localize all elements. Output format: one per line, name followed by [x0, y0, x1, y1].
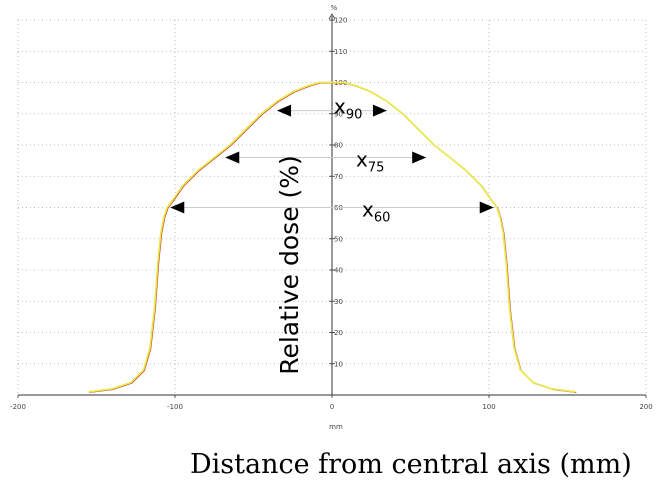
arrowhead-right [372, 104, 387, 117]
arrowhead-right [412, 151, 427, 164]
x-tick-label: -200 [10, 403, 26, 411]
series-line [88, 81, 576, 393]
y-axis-label: Relative dose (%) [275, 155, 304, 375]
arrowhead-left [277, 104, 292, 117]
y-tick-label: 50 [334, 235, 343, 243]
y-tick-label: 30 [334, 298, 343, 306]
series-layer [88, 81, 577, 394]
width-label-x60: x60 [362, 198, 390, 226]
axes [17, 13, 647, 398]
x-unit-label: mm [329, 423, 343, 431]
width-annotations: x90 x75 x60 [170, 95, 494, 226]
y-tick-label: 10 [334, 360, 343, 368]
x-tick-label: -100 [167, 403, 183, 411]
width-label-x90: x90 [334, 95, 362, 123]
grid [17, 19, 647, 395]
y-tick-label: 90 [334, 110, 343, 118]
y-tick-label: 20 [334, 329, 343, 337]
x-tick-label: 0 [330, 403, 334, 411]
tick-labels: 102030405060708090100110120-200-10001002… [10, 17, 653, 412]
arrowhead-right [479, 201, 494, 214]
x-axis-label: Distance from central axis (mm) [190, 449, 632, 480]
arrowhead-left [170, 201, 185, 214]
x-tick-label: 100 [482, 403, 495, 411]
width-label-x75: x75 [356, 148, 384, 176]
y-unit-label: % [331, 4, 338, 12]
y-tick-label: 40 [334, 267, 343, 275]
x-tick-label: 200 [639, 403, 652, 411]
arrowhead-left [225, 151, 240, 164]
y-tick-label: 120 [334, 17, 347, 25]
y-tick-label: 110 [334, 48, 347, 56]
y-tick-label: 80 [334, 142, 343, 150]
y-tick-label: 70 [334, 173, 343, 181]
y-axis-arrow [328, 13, 336, 20]
